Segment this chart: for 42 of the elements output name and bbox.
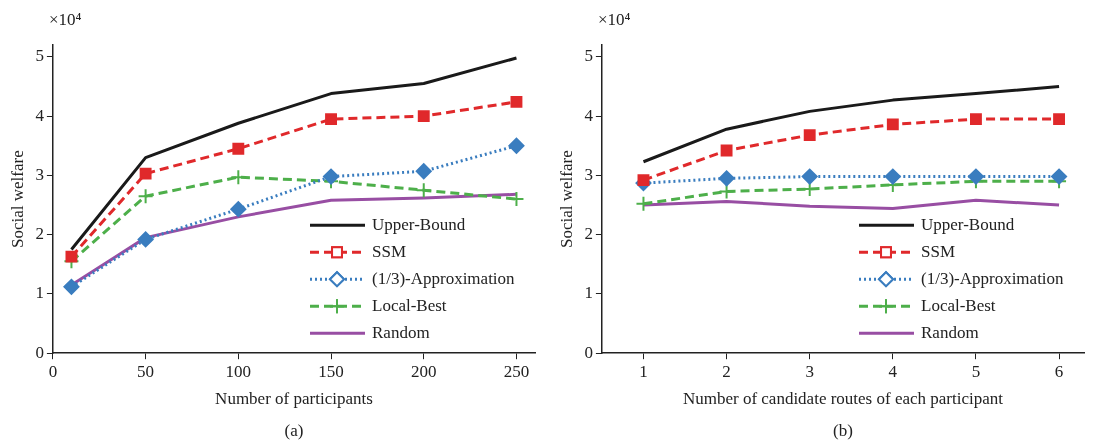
x-tick-label: 50 [137, 361, 155, 381]
x-tick-label: 1 [639, 361, 648, 381]
y-tick-label: 2 [584, 224, 593, 244]
x-tick-label: 100 [225, 361, 252, 381]
x-tick-label: 3 [805, 361, 814, 381]
x-tick-label: 0 [48, 361, 58, 381]
legend-label: SSM [921, 241, 956, 261]
text: (a) [284, 421, 304, 440]
legend-label: Upper-Bound [921, 214, 1015, 234]
x-tick-label: 5 [971, 361, 981, 381]
y-tick-label: 1 [584, 283, 593, 303]
x-axis-title: Number of candidate routes of each participant [682, 389, 1004, 409]
y-tick-label: 1 [35, 283, 44, 303]
legend-label: Local-Best [372, 295, 447, 315]
y-tick-label: 4 [35, 105, 45, 125]
y-tick-label: 0 [584, 342, 593, 362]
x-tick-label: 6 [1054, 361, 1064, 381]
legend-label: Random [372, 322, 430, 342]
x-tick-label: 250 [503, 361, 530, 381]
legend-label: Upper-Bound [372, 214, 466, 234]
text: (b) [833, 421, 853, 440]
legend-label: SSM [372, 241, 407, 261]
legend-label: Local-Best [921, 295, 996, 315]
x-tick-label: 4 [888, 361, 898, 381]
y-tick-label: 4 [584, 105, 594, 125]
legend-label: Random [921, 322, 979, 342]
legend-label: (1/3)-Approximation [372, 268, 516, 288]
y-tick-label: 5 [584, 46, 593, 66]
text: ×10⁴ [48, 10, 82, 29]
y-tick-label: 3 [584, 164, 593, 184]
x-axis-title: Number of participants [215, 389, 373, 409]
x-tick-label: 200 [411, 361, 437, 381]
x-tick-label: 150 [318, 361, 344, 381]
legend-label: (1/3)-Approximation [921, 268, 1065, 288]
y-tick-label: 5 [35, 46, 44, 66]
y-tick-label: 3 [35, 164, 44, 184]
y-axis-title: Social welfare [556, 150, 576, 248]
x-tick-label: 2 [722, 361, 731, 381]
y-axis-title: Social welfare [7, 150, 27, 248]
y-tick-label: 0 [35, 342, 44, 362]
text: ×10⁴ [597, 10, 631, 29]
y-tick-label: 2 [35, 224, 44, 244]
